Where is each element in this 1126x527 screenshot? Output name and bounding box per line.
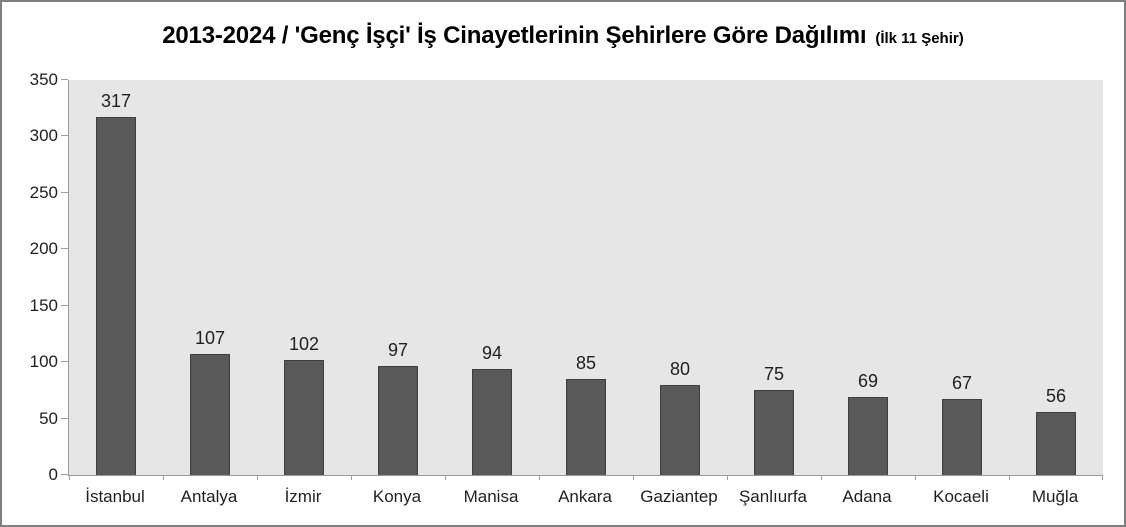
y-tick-mark — [61, 135, 68, 137]
y-tick-label: 200 — [29, 239, 58, 259]
y-tick-mark — [61, 417, 68, 419]
bar — [848, 397, 888, 475]
bar — [566, 379, 606, 475]
bar — [378, 366, 418, 475]
x-tick-label: İzmir — [284, 487, 322, 506]
y-tick-mark — [61, 304, 68, 306]
bar — [942, 399, 982, 475]
x-tick-mark — [915, 475, 916, 480]
bar — [96, 117, 136, 475]
bar-value-label: 85 — [575, 353, 597, 373]
y-tick-label: 0 — [48, 465, 58, 484]
x-tick-mark — [257, 475, 258, 480]
x-tick-mark — [163, 475, 164, 480]
y-tick-label: 350 — [29, 70, 58, 89]
bar-value-label: 97 — [387, 340, 409, 360]
bar-value-label: 317 — [100, 91, 132, 111]
x-tick-label: Manisa — [463, 487, 519, 506]
plot-area: 317 107 102 97 94 85 80 75 69 67 56 — [61, 79, 1103, 480]
bar-value-label: 94 — [481, 343, 503, 363]
bar-value-label: 80 — [669, 359, 691, 379]
x-tick-label: Adana — [842, 487, 892, 506]
x-tick-label: Kocaeli — [933, 487, 989, 506]
chart-subtitle: (İlk 11 Şehir) — [875, 30, 964, 47]
bar — [284, 360, 324, 475]
x-tick-label: Muğla — [1031, 487, 1079, 506]
bar — [660, 385, 700, 475]
y-tick-mark — [61, 361, 68, 363]
bar-value-label: 102 — [288, 334, 320, 354]
y-tick-label: 300 — [29, 126, 58, 146]
x-tick-label: Konya — [372, 487, 422, 506]
x-tick-label: Ankara — [558, 487, 612, 506]
x-tick-mark — [633, 475, 634, 480]
x-tick-label: Şanlıurfa — [738, 487, 808, 506]
x-tick-label: İstanbul — [85, 487, 145, 506]
y-tick-mark — [61, 79, 68, 80]
y-tick-label: 250 — [29, 182, 58, 202]
x-tick-label: Antalya — [180, 487, 238, 506]
bar-value-label: 75 — [763, 364, 785, 384]
y-tick-mark — [61, 248, 68, 250]
x-tick-label: Gaziantep — [640, 487, 718, 506]
x-tick-mark — [351, 475, 352, 480]
bar-value-label: 56 — [1045, 386, 1067, 406]
y-tick-label: 50 — [39, 408, 58, 428]
bar — [190, 354, 230, 475]
bar-value-label: 67 — [951, 373, 973, 393]
x-tick-mark — [1009, 475, 1010, 480]
x-tick-mark — [821, 475, 822, 480]
y-tick-label: 100 — [29, 352, 58, 372]
x-tick-mark — [1102, 475, 1103, 480]
bar-value-label: 69 — [857, 371, 879, 391]
bar — [754, 390, 794, 475]
y-tick-mark — [61, 474, 68, 475]
y-tick-label: 150 — [29, 295, 58, 315]
bar — [472, 369, 512, 475]
y-tick-mark — [61, 191, 68, 193]
x-tick-mark — [445, 475, 446, 480]
x-tick-mark — [727, 475, 728, 480]
chart-title: 2013-2024 / 'Genç İşçi' İş Cinayetlerini… — [162, 22, 867, 49]
x-tick-mark — [539, 475, 540, 480]
x-tick-mark — [69, 475, 70, 480]
chart-title-row: 2013-2024 / 'Genç İşçi' İş Cinayetlerini… — [2, 22, 1124, 50]
bar-value-label: 107 — [194, 328, 226, 348]
bar — [1036, 412, 1076, 475]
